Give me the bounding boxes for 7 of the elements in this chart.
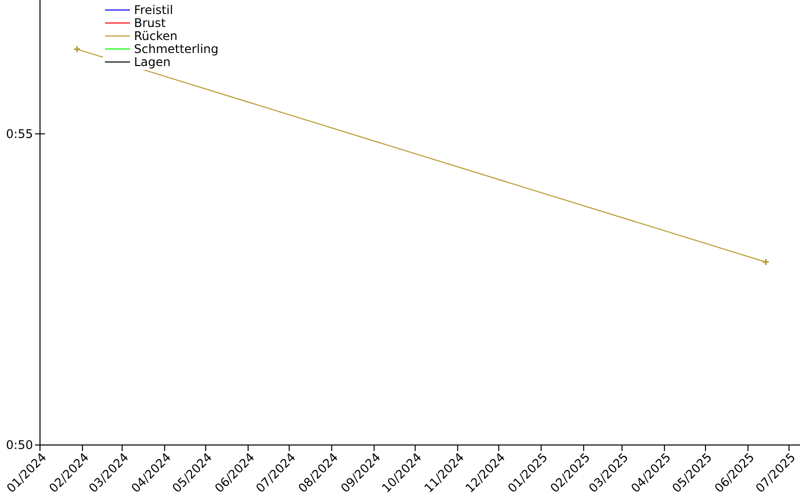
y-tick-label: 0:55 <box>6 127 33 142</box>
y-tick-label: 0:50 <box>6 438 33 452</box>
legend-label: Brust <box>134 16 166 30</box>
legend-label: Rücken <box>134 29 178 44</box>
legend-label: Freistil <box>134 3 174 18</box>
legend-label: Schmetterling <box>134 42 219 56</box>
legend-label: Lagen <box>134 55 171 70</box>
